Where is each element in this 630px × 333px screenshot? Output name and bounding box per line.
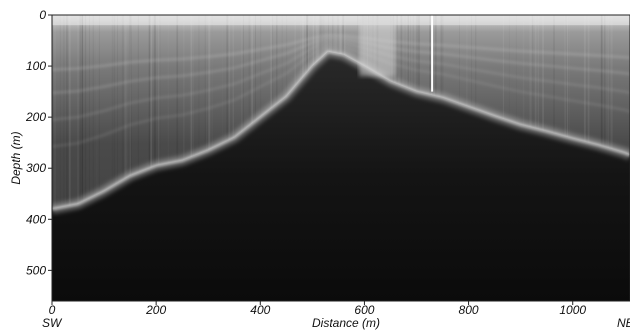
x-tick-label: 800 xyxy=(459,303,479,317)
x-tick-label: 0 xyxy=(49,303,56,317)
plot-frame xyxy=(51,14,630,302)
internal-layers xyxy=(52,33,630,148)
streak xyxy=(159,15,161,301)
x-tick-label: 200 xyxy=(145,303,166,317)
sw-label: SW xyxy=(42,316,63,330)
internal-layer xyxy=(52,36,630,95)
y-tick-label: 500 xyxy=(26,263,46,277)
surface-reflection xyxy=(52,15,630,26)
streak xyxy=(117,15,118,301)
streak xyxy=(129,15,132,301)
y-tick-label: 400 xyxy=(26,212,46,226)
x-axis-title: Distance (m) xyxy=(312,316,380,330)
y-tick-label: 300 xyxy=(26,161,46,175)
streak xyxy=(137,15,139,301)
bright-patch xyxy=(359,17,396,77)
ne-label: NE xyxy=(617,316,630,330)
streak xyxy=(99,15,100,301)
radargram-plot xyxy=(52,15,630,301)
streak xyxy=(59,15,61,301)
streak xyxy=(69,15,71,301)
streak xyxy=(148,15,151,301)
streak xyxy=(158,15,160,301)
x-tick-label: 1000 xyxy=(559,303,586,317)
streak xyxy=(84,15,87,301)
streak xyxy=(89,15,90,301)
internal-layer xyxy=(52,42,630,148)
y-tick-label: 0 xyxy=(39,8,46,22)
streak xyxy=(153,15,156,301)
x-tick-label: 600 xyxy=(354,303,374,317)
x-axis: 0 200 400 600 800 1000 xyxy=(49,301,586,317)
streak xyxy=(150,15,152,301)
streak xyxy=(124,15,127,301)
streak xyxy=(121,15,124,301)
streak xyxy=(81,15,83,301)
internal-layer xyxy=(52,33,630,72)
streak xyxy=(113,15,116,301)
streak xyxy=(54,15,56,301)
x-tick-label: 400 xyxy=(250,303,270,317)
bed-reflector xyxy=(52,50,630,211)
streak xyxy=(150,15,152,301)
streak xyxy=(81,15,84,301)
y-axis-title: Depth (m) xyxy=(9,131,23,184)
y-axis: 0 100 200 300 400 500 xyxy=(25,8,52,277)
y-tick-label: 200 xyxy=(25,110,46,124)
internal-layer xyxy=(52,39,630,122)
streak xyxy=(92,15,94,301)
streak xyxy=(79,15,82,301)
streak xyxy=(66,15,68,301)
y-tick-label: 100 xyxy=(26,59,46,73)
streak xyxy=(129,15,131,301)
